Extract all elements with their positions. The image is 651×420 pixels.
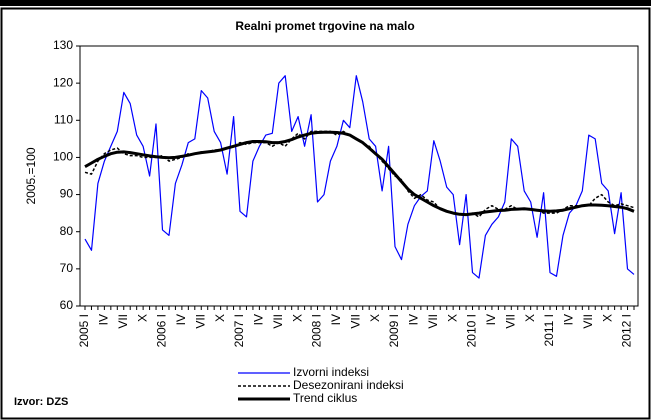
x-tick-label: VII — [503, 314, 517, 329]
x-tick-label: X — [523, 314, 537, 322]
x-tick-label: X — [368, 314, 382, 322]
legend-label: Trend ciklus — [293, 391, 357, 405]
legend-label: Izvorni indeksi — [293, 365, 369, 379]
x-tick-label: VII — [271, 314, 285, 329]
top-bar — [0, 0, 651, 6]
x-tick-label: X — [213, 314, 227, 322]
x-tick-label: X — [445, 314, 459, 322]
y-tick-label: 110 — [54, 112, 73, 126]
x-tick-label: IV — [329, 314, 343, 325]
y-tick-label: 90 — [60, 187, 74, 201]
x-tick-label: X — [135, 314, 149, 322]
x-tick-label: 2012 I — [620, 314, 634, 347]
x-tick-label: 2011 I — [542, 314, 556, 346]
series-line — [84, 75, 635, 279]
x-tick-label: 2010 I — [465, 314, 479, 347]
x-tick-label: 2005 I — [77, 314, 91, 347]
frame — [0, 7, 651, 420]
x-tick-label: VII — [193, 314, 207, 329]
x-tick-label: VII — [426, 314, 440, 329]
x-tick-label: 2006 I — [155, 314, 169, 347]
x-tick-label: IV — [484, 314, 498, 325]
x-tick-label: X — [600, 314, 614, 322]
y-axis-label: 2005.=100 — [24, 147, 38, 204]
series-line — [84, 130, 635, 217]
x-tick-label: IV — [252, 314, 266, 325]
x-tick-label: VII — [581, 314, 595, 329]
x-tick-label: IV — [97, 314, 111, 325]
x-tick-label: 2007 I — [232, 314, 246, 347]
x-tick-label: 2009 I — [387, 314, 401, 347]
x-tick-label: IV — [562, 314, 576, 325]
x-tick-label: IV — [174, 314, 188, 325]
y-tick-label: 70 — [60, 261, 74, 275]
y-tick-label: 130 — [53, 38, 73, 52]
y-tick-label: 80 — [60, 224, 74, 238]
x-tick-label: VII — [348, 314, 362, 329]
series-line — [84, 130, 635, 218]
x-tick-label: X — [290, 314, 304, 322]
y-tick-label: 60 — [60, 298, 74, 312]
x-tick-label: VII — [116, 314, 130, 329]
chart-title: Realni promet trgovine na malo — [235, 19, 414, 33]
y-tick-label: 100 — [53, 150, 73, 164]
y-tick-label: 120 — [53, 75, 73, 89]
source: Izvor: DZS — [14, 396, 68, 408]
x-tick-label: IV — [407, 314, 421, 325]
x-tick-label: 2008 I — [310, 314, 324, 347]
legend-label: Desezonirani indeksi — [293, 378, 404, 392]
plot-area — [79, 45, 639, 307]
